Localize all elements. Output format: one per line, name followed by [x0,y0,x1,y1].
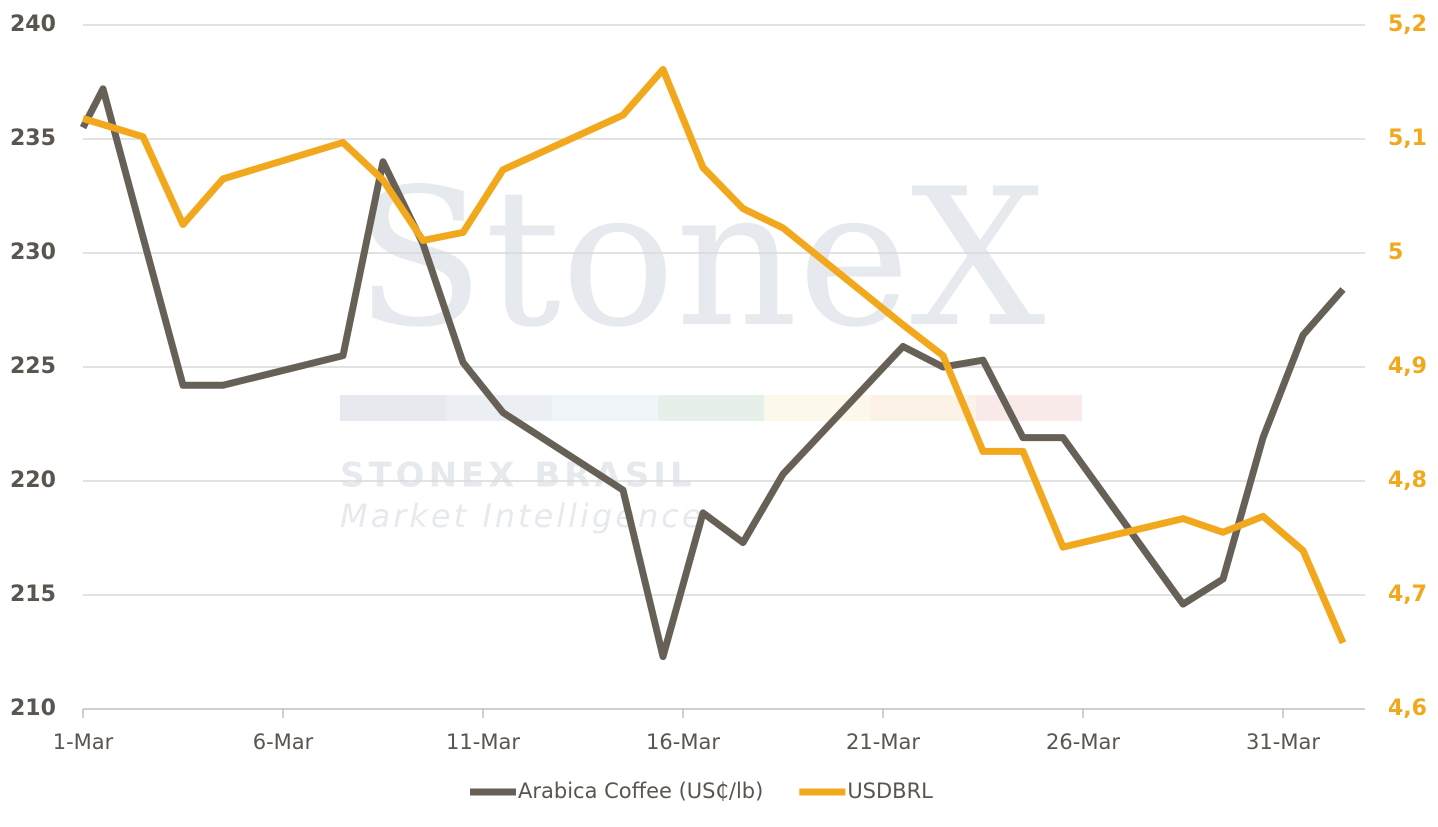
y-tick-label: 225 [10,354,56,379]
y-tick-label: 210 [10,696,56,721]
y-tick-label: 220 [10,468,56,493]
watermark-line1: STONEX BRASIL [340,456,696,496]
watermark-stripe [976,395,1082,421]
y-tick-label: 230 [10,240,56,265]
y2-tick-label: 4,6 [1388,696,1427,721]
watermark: StoneX STONEX BRASIL Market Intelligence [340,148,1082,535]
legend-label: Arabica Coffee (US₵/lb) [518,779,763,803]
x-tick-label: 11-Mar [446,730,520,754]
y2-tick-label: 5,1 [1388,126,1427,151]
y-tick-label: 240 [10,12,56,37]
x-tick-label: 31-Mar [1246,730,1320,754]
y2-tick-label: 5 [1388,240,1403,265]
watermark-stripe [340,395,446,421]
x-tick-label: 21-Mar [846,730,920,754]
x-tick-label: 26-Mar [1046,730,1120,754]
x-tick-label: 16-Mar [646,730,720,754]
x-tick-label: 6-Mar [253,730,314,754]
x-tick-label: 1-Mar [53,730,114,754]
y-tick-label: 215 [10,582,56,607]
legend-label: USDBRL [847,779,933,803]
watermark-stripe [658,395,764,421]
watermark-line2: Market Intelligence [340,497,705,535]
y2-tick-label: 5,2 [1388,12,1427,37]
watermark-stripe [552,395,658,421]
watermark-brand: StoneX [355,148,1046,369]
series-line [79,85,1346,661]
y2-tick-label: 4,7 [1388,582,1427,607]
y-tick-label: 235 [10,126,56,151]
series-line [81,65,1347,645]
y2-tick-label: 4,9 [1388,354,1427,379]
y2-tick-label: 4,8 [1388,468,1427,493]
